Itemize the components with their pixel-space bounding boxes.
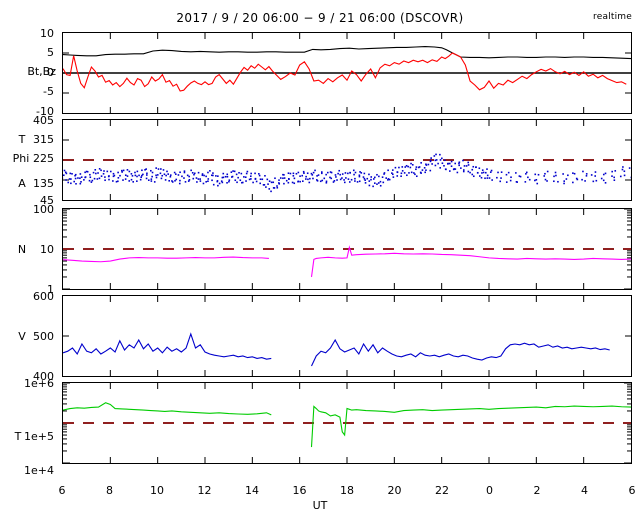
- page-title: 2017 / 9 / 20 06:00 − 9 / 21 06:00 (DSCO…: [176, 11, 464, 25]
- ylabel-phi-a: A: [18, 177, 26, 190]
- ytick-p3-0: 100: [33, 203, 54, 216]
- x-tick-0: 6: [58, 484, 66, 497]
- realtime-label: realtime: [593, 12, 632, 22]
- ylabel-phi-phi: Phi: [12, 152, 30, 165]
- x-tick-7: 20: [387, 484, 402, 497]
- ylabel-bt-bz: Bt,Bz: [27, 65, 56, 78]
- x-axis-ticks: 6 8 10 12 14 16 18 20 22 0 2 4 6: [0, 484, 640, 498]
- ytick-p5-1: 1e+5: [24, 430, 54, 443]
- ytick-p1-0: 10: [40, 27, 54, 40]
- ytick-p1-1: 5: [47, 46, 54, 59]
- ytick-p2-2: 225: [33, 152, 54, 165]
- x-tick-6: 18: [340, 484, 354, 497]
- ytick-p3-1: 10: [40, 243, 54, 256]
- x-tick-1: 8: [106, 484, 113, 497]
- ytick-p4-2: 400: [33, 370, 54, 383]
- x-tick-5: 16: [292, 484, 307, 497]
- x-tick-8: 22: [435, 484, 449, 497]
- ytick-p4-1: 500: [33, 330, 54, 343]
- ytick-p2-3: 135: [33, 177, 54, 190]
- x-tick-12: 6: [628, 484, 636, 497]
- x-tick-3: 12: [197, 484, 212, 497]
- ytick-p5-0: 1e+6: [24, 377, 54, 390]
- ytick-p4-0: 600: [33, 290, 54, 303]
- ylabel-velocity: V: [18, 330, 26, 343]
- x-axis-title: UT: [312, 499, 328, 512]
- panel-temperature: [62, 382, 632, 464]
- ytick-p1-2: 0: [47, 66, 54, 79]
- ylabel-temperature: T: [14, 430, 22, 443]
- x-tick-4: 14: [245, 484, 259, 497]
- ytick-p1-4: -10: [36, 105, 54, 118]
- ylabel-phi-t: T: [18, 133, 26, 146]
- x-tick-9: 0: [486, 484, 493, 497]
- x-tick-10: 2: [533, 484, 541, 497]
- ytick-p1-3: -5: [43, 85, 54, 98]
- ytick-p2-0: 405: [33, 114, 54, 127]
- ytick-p5-2: 1e+4: [24, 464, 54, 477]
- panel-bt-bz: [62, 32, 632, 114]
- ytick-p2-1: 315: [33, 133, 54, 146]
- panel-velocity: [62, 295, 632, 377]
- x-tick-2: 10: [150, 484, 164, 497]
- ytick-p3-2: 1: [47, 283, 54, 296]
- panel-density: [62, 208, 632, 290]
- ylabel-density: N: [17, 243, 27, 256]
- x-tick-11: 4: [581, 484, 588, 497]
- ytick-p2-4: 45: [40, 194, 54, 207]
- panel-phi: [62, 119, 632, 201]
